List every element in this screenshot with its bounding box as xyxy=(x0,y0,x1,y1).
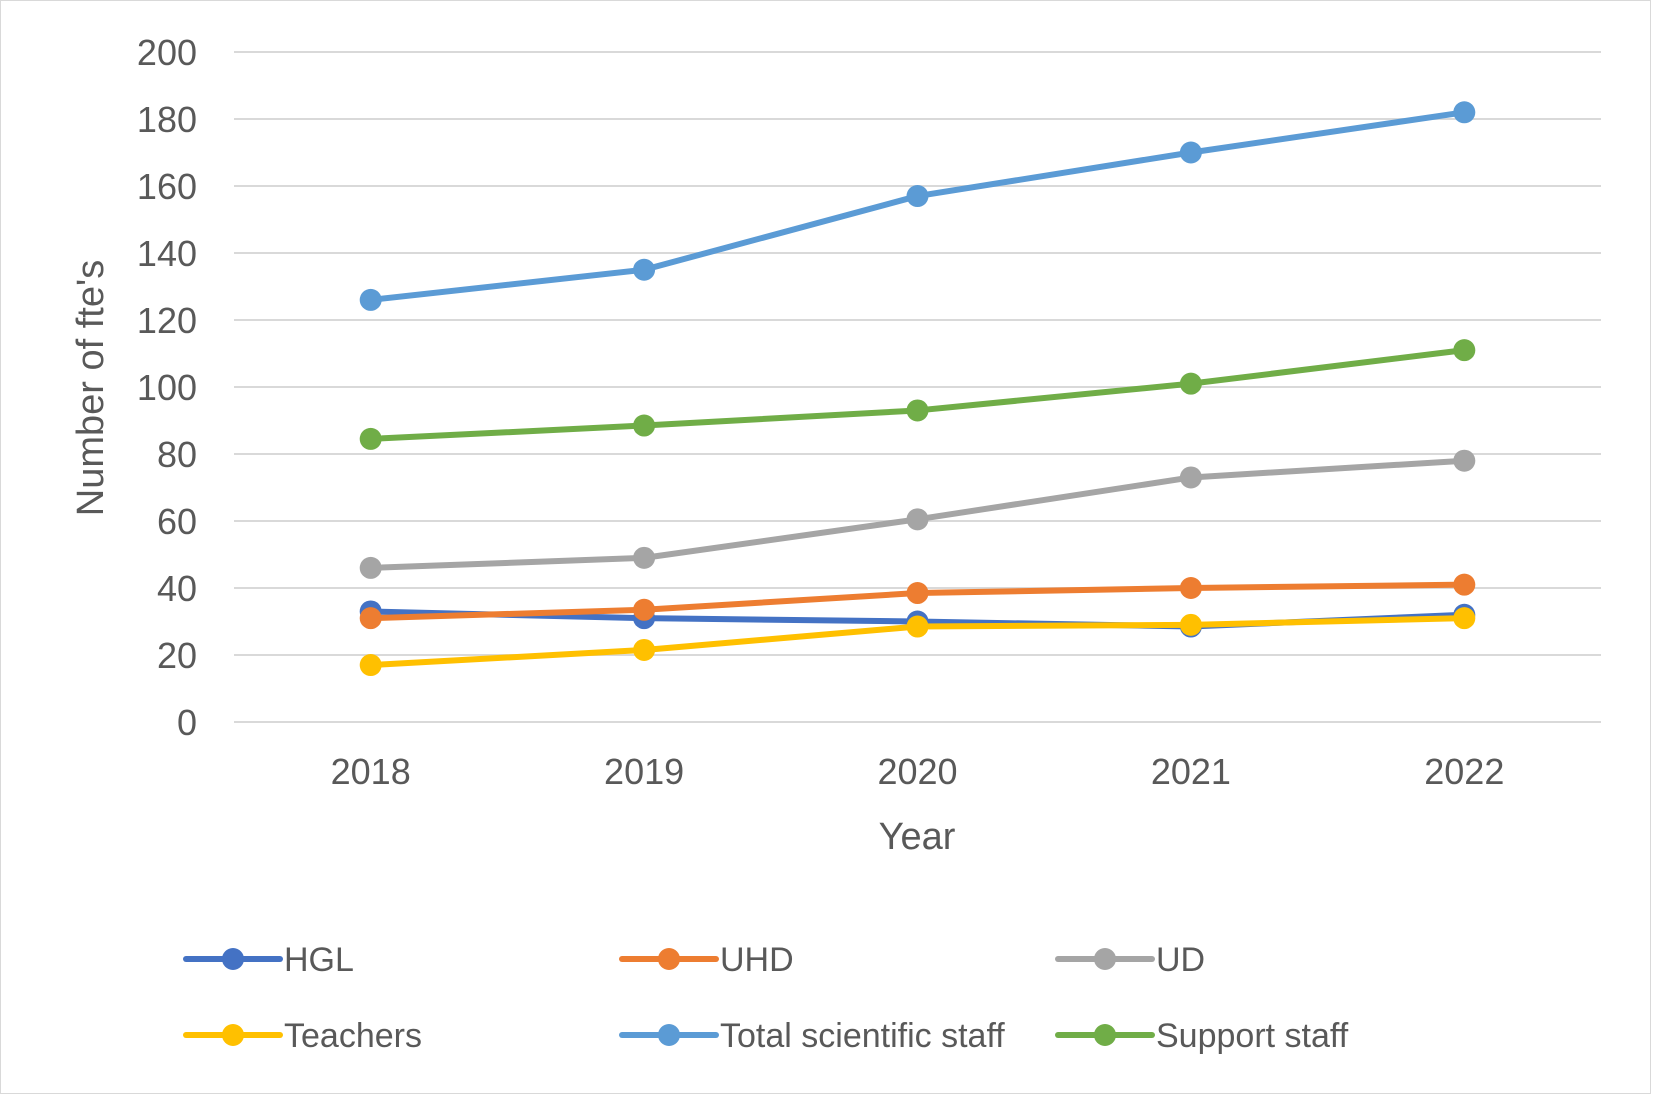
data-point xyxy=(1179,372,1202,395)
legend-label: UHD xyxy=(720,941,794,979)
y-axis-title: Number of fte's xyxy=(70,260,112,516)
series-support-staff xyxy=(359,339,1476,450)
legend-item: Total scientific staff xyxy=(619,1017,1005,1055)
x-tick-label: 2020 xyxy=(877,751,957,792)
data-point xyxy=(906,582,929,605)
y-axis-ticks: 0 20 40 60 80 100 120 140 160 180 200 xyxy=(137,32,197,743)
data-point xyxy=(906,508,929,531)
data-point xyxy=(633,414,656,437)
legend-item: UD xyxy=(1055,941,1205,979)
data-point xyxy=(633,598,656,621)
legend-item: HGL xyxy=(183,941,354,979)
data-point xyxy=(633,638,656,661)
data-point xyxy=(359,427,382,450)
series-total-scientific-staff xyxy=(359,101,1476,311)
legend-label: Teachers xyxy=(284,1017,422,1055)
data-point xyxy=(1453,101,1476,124)
data-point xyxy=(359,556,382,579)
series-teachers xyxy=(359,607,1476,677)
y-tick-label: 140 xyxy=(137,233,197,274)
legend-label: Support staff xyxy=(1156,1017,1349,1055)
x-tick-label: 2019 xyxy=(604,751,684,792)
y-tick-label: 200 xyxy=(137,32,197,73)
data-point xyxy=(359,607,382,630)
legend-swatch-marker xyxy=(658,1024,680,1046)
legend-swatch-marker xyxy=(658,948,680,970)
y-tick-label: 160 xyxy=(137,166,197,207)
x-tick-label: 2021 xyxy=(1151,751,1231,792)
y-tick-label: 100 xyxy=(137,367,197,408)
legend-label: UD xyxy=(1156,941,1205,979)
legend-swatch-marker xyxy=(222,1024,244,1046)
y-tick-label: 60 xyxy=(157,501,197,542)
y-tick-label: 80 xyxy=(157,434,197,475)
x-tick-label: 2018 xyxy=(331,751,411,792)
x-tick-label: 2022 xyxy=(1424,751,1504,792)
legend-label: Total scientific staff xyxy=(720,1017,1005,1055)
data-point xyxy=(633,258,656,281)
data-point xyxy=(359,288,382,311)
series-lines xyxy=(359,101,1476,677)
series-ud xyxy=(359,449,1476,579)
y-tick-label: 120 xyxy=(137,300,197,341)
x-axis-title: Year xyxy=(879,816,956,858)
legend-label: HGL xyxy=(284,941,354,979)
data-point xyxy=(1179,577,1202,599)
y-tick-label: 180 xyxy=(137,99,197,140)
legend-item: UHD xyxy=(619,941,794,979)
series-line xyxy=(367,347,1468,442)
legend: HGL UHD UD Teachers Total scientific staff Su… xyxy=(183,941,1349,1055)
legend-swatch-marker xyxy=(1094,948,1116,970)
data-point xyxy=(906,185,929,208)
data-point xyxy=(1453,339,1476,362)
data-point xyxy=(1179,466,1202,489)
y-tick-label: 40 xyxy=(157,568,197,609)
data-point xyxy=(1179,613,1202,636)
data-point xyxy=(906,399,929,422)
y-tick-label: 0 xyxy=(177,702,197,743)
data-point xyxy=(906,615,929,638)
legend-item: Support staff xyxy=(1055,1017,1349,1055)
legend-swatch-marker xyxy=(222,948,244,970)
data-point xyxy=(1453,607,1476,630)
data-point xyxy=(1453,449,1476,472)
data-point xyxy=(1179,141,1202,164)
legend-swatch-marker xyxy=(1094,1024,1116,1046)
data-point xyxy=(1453,573,1476,596)
legend-item: Teachers xyxy=(183,1017,422,1055)
data-point xyxy=(359,654,382,677)
x-axis-ticks: 2018 2019 2020 2021 2022 xyxy=(331,751,1505,792)
series-uhd xyxy=(359,573,1476,630)
y-tick-label: 20 xyxy=(157,635,197,676)
data-point xyxy=(633,546,656,569)
